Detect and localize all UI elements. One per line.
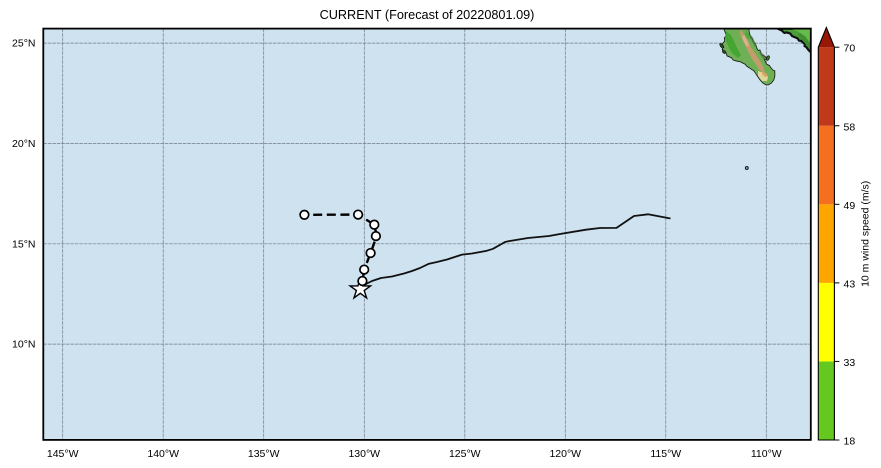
svg-text:140°W: 140°W <box>147 448 179 460</box>
svg-text:CURRENT (Forecast of 20220801.: CURRENT (Forecast of 20220801.09) <box>320 8 535 22</box>
svg-text:110°W: 110°W <box>751 448 782 460</box>
svg-text:58: 58 <box>844 121 856 133</box>
svg-text:10°N: 10°N <box>12 339 35 351</box>
svg-text:18: 18 <box>844 436 856 448</box>
svg-text:25°N: 25°N <box>12 38 35 50</box>
svg-text:10 m wind speed (m/s): 10 m wind speed (m/s) <box>860 181 872 287</box>
svg-text:145°W: 145°W <box>47 448 79 460</box>
svg-text:125°W: 125°W <box>449 448 481 460</box>
svg-text:43: 43 <box>844 278 856 290</box>
svg-text:115°W: 115°W <box>650 448 681 460</box>
svg-text:20°N: 20°N <box>12 138 35 150</box>
svg-text:120°W: 120°W <box>549 448 581 460</box>
svg-text:49: 49 <box>844 200 856 212</box>
svg-text:70: 70 <box>844 43 856 55</box>
svg-text:33: 33 <box>844 357 856 369</box>
svg-text:135°W: 135°W <box>248 448 280 460</box>
svg-text:15°N: 15°N <box>12 238 35 250</box>
svg-text:130°W: 130°W <box>348 448 380 460</box>
